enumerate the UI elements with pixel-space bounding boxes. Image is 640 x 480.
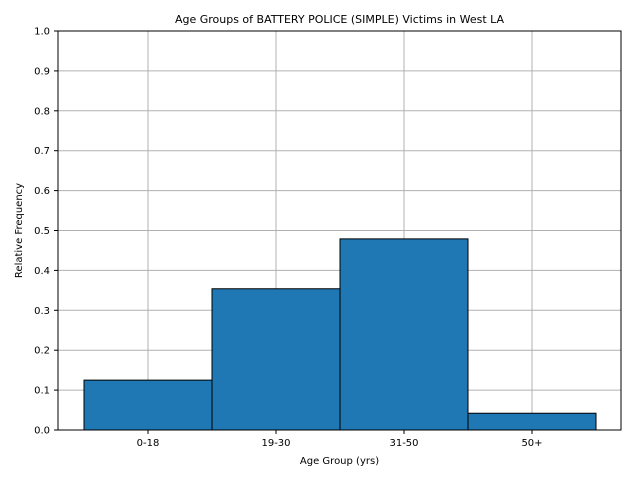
y-tick-label: 0.1	[34, 386, 50, 397]
x-axis-label: Age Group (yrs)	[300, 456, 379, 467]
x-axis-ticks: 0-18 19-30 31-50 50+	[137, 430, 543, 449]
bar-19-30	[211, 288, 341, 431]
bar-31-50	[339, 238, 469, 431]
y-tick-label: 1.0	[34, 27, 50, 38]
x-tick-label: 19-30	[261, 438, 290, 449]
y-tick-label: 0.3	[34, 306, 50, 317]
x-tick-label: 31-50	[389, 438, 418, 449]
chart-title: Age Groups of BATTERY POLICE (SIMPLE) Vi…	[175, 13, 505, 26]
y-axis-ticks: 0.0 0.1 0.2 0.3 0.4 0.5 0.6 0.7 0.8 0.9 1.0	[34, 27, 58, 437]
y-tick-label: 0.0	[34, 426, 50, 437]
bar-50+	[467, 412, 597, 431]
y-tick-label: 0.8	[34, 106, 50, 117]
x-tick-label: 0-18	[137, 438, 160, 449]
y-tick-label: 0.4	[34, 266, 50, 277]
x-tick-label: 50+	[521, 438, 542, 449]
y-tick-label: 0.2	[34, 346, 50, 357]
bar-0-18	[83, 379, 213, 431]
y-tick-label: 0.7	[34, 146, 50, 157]
y-tick-label: 0.5	[34, 226, 50, 237]
y-tick-label: 0.9	[34, 66, 50, 77]
y-tick-label: 0.6	[34, 186, 50, 197]
bars	[83, 238, 597, 431]
y-axis-label: Relative Frequency	[14, 183, 25, 278]
